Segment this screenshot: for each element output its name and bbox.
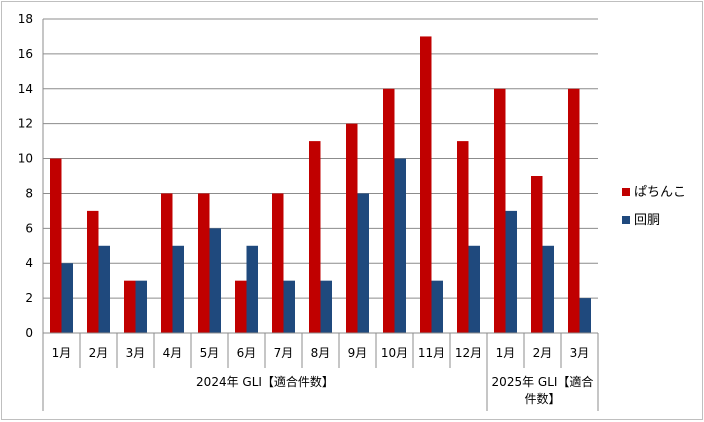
bar-kaido-15 [579,298,591,333]
bar-kaido-12 [468,245,480,333]
y-tick-label: 14 [18,82,33,96]
bar-kaido-13 [505,210,517,333]
bar-pachinko-1 [50,158,62,333]
bar-kaido-11 [431,280,443,333]
x-tick-label: 7月 [274,346,294,360]
x-tick-label: 1月 [52,346,72,360]
legend-swatch-kaido [622,216,630,224]
bar-kaido-10 [394,158,406,333]
x-group-label: 件数】 [524,391,560,406]
legend-swatch-pachinko [622,188,630,196]
bar-kaido-6 [246,245,258,333]
bar-pachinko-3 [124,280,136,333]
x-tick-label: 5月 [200,346,220,360]
legend-label-pachinko: ぱちんこ [634,185,686,200]
bar-kaido-3 [135,280,147,333]
bar-pachinko-4 [161,193,173,333]
bar-pachinko-10 [383,88,395,334]
y-tick-label: 2 [25,291,33,305]
bar-pachinko-6 [235,280,247,333]
y-axis: 0 2 4 6 8 10 12 14 16 18 [18,12,44,340]
y-tick-label: 16 [18,47,33,61]
bar-pachinko-5 [198,193,210,333]
bar-pachinko-7 [272,193,284,333]
bar-pachinko-11 [420,36,432,333]
bar-kaido-1 [61,263,73,333]
x-group-label: 2024年 GLI【適合件数】 [196,374,334,389]
bar-kaido-7 [283,280,295,333]
bar-pachinko-12 [457,141,469,333]
bar-kaido-9 [357,193,369,333]
y-tick-label: 10 [18,152,33,166]
bar-kaido-4 [172,245,184,333]
x-tick-label: 3月 [570,346,590,360]
bars [50,36,591,334]
x-group-label: 2025年 GLI【適合 [492,374,594,389]
bar-kaido-8 [320,280,332,333]
x-axis: 1月 2月 3月 4月 5月 6月 7月 8月 9月 10月 11月 12月 1月 2月 3月 2024年 G… [42,332,599,411]
bar-kaido-2 [98,245,110,333]
bar-pachinko-9 [346,123,358,334]
bar-pachinko-15 [568,88,580,334]
x-tick-label: 1月 [496,346,516,360]
y-tick-label: 8 [25,186,33,200]
x-tick-label: 12月 [455,346,482,360]
bar-pachinko-13 [494,88,506,334]
x-tick-label: 4月 [163,346,183,360]
bar-kaido-14 [542,245,554,333]
x-tick-label: 3月 [126,346,146,360]
bar-pachinko-8 [309,141,321,333]
bar-pachinko-14 [531,176,543,333]
x-tick-label: 2月 [533,346,553,360]
x-tick-label: 11月 [418,346,445,360]
x-tick-label: 9月 [348,346,368,360]
x-tick-label: 6月 [237,346,257,360]
x-tick-label: 8月 [311,346,331,360]
legend-label-kaido: 回胴 [634,213,660,228]
y-tick-label: 4 [25,256,33,270]
x-tick-label: 2月 [89,346,109,360]
bar-kaido-5 [209,228,221,333]
x-tick-label: 10月 [381,346,408,360]
y-tick-label: 0 [25,326,33,340]
bar-pachinko-2 [87,210,99,333]
y-tick-label: 6 [25,221,33,235]
y-tick-label: 12 [18,117,33,131]
y-tick-label: 18 [18,12,33,26]
